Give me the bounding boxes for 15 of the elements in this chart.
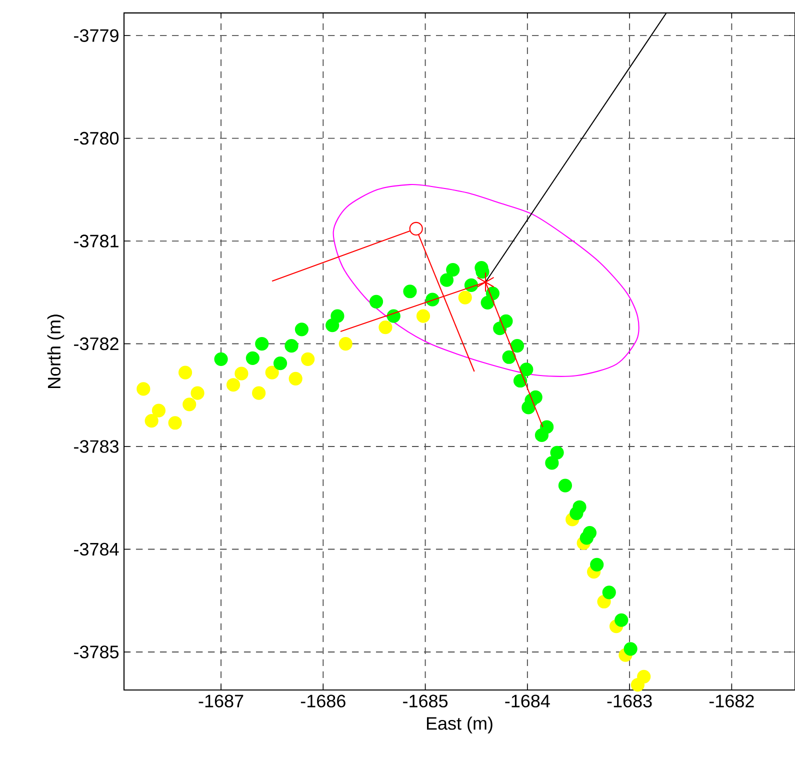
y-tick-label: -3780: [74, 132, 119, 145]
y-tick-label: -3782: [74, 337, 118, 350]
y-tick-label: -3781: [74, 234, 118, 248]
x-tick-label: -1685: [403, 694, 448, 708]
y-tick-label: -3784: [74, 542, 119, 556]
x-tick-label: -1686: [300, 694, 346, 708]
y-tick-label: -3785: [74, 646, 119, 658]
x-tick-label: -1687: [198, 694, 244, 708]
x-tick-label: -1684: [505, 694, 550, 708]
y-axis-title: North (m): [47, 314, 64, 388]
x-axis-title: East (m): [426, 716, 492, 734]
x-tick-label: -1683: [607, 694, 652, 708]
y-tick-label: -3779: [74, 29, 118, 42]
y-tick-label: -3783: [74, 440, 118, 453]
x-tick-label: -1682: [709, 694, 754, 708]
